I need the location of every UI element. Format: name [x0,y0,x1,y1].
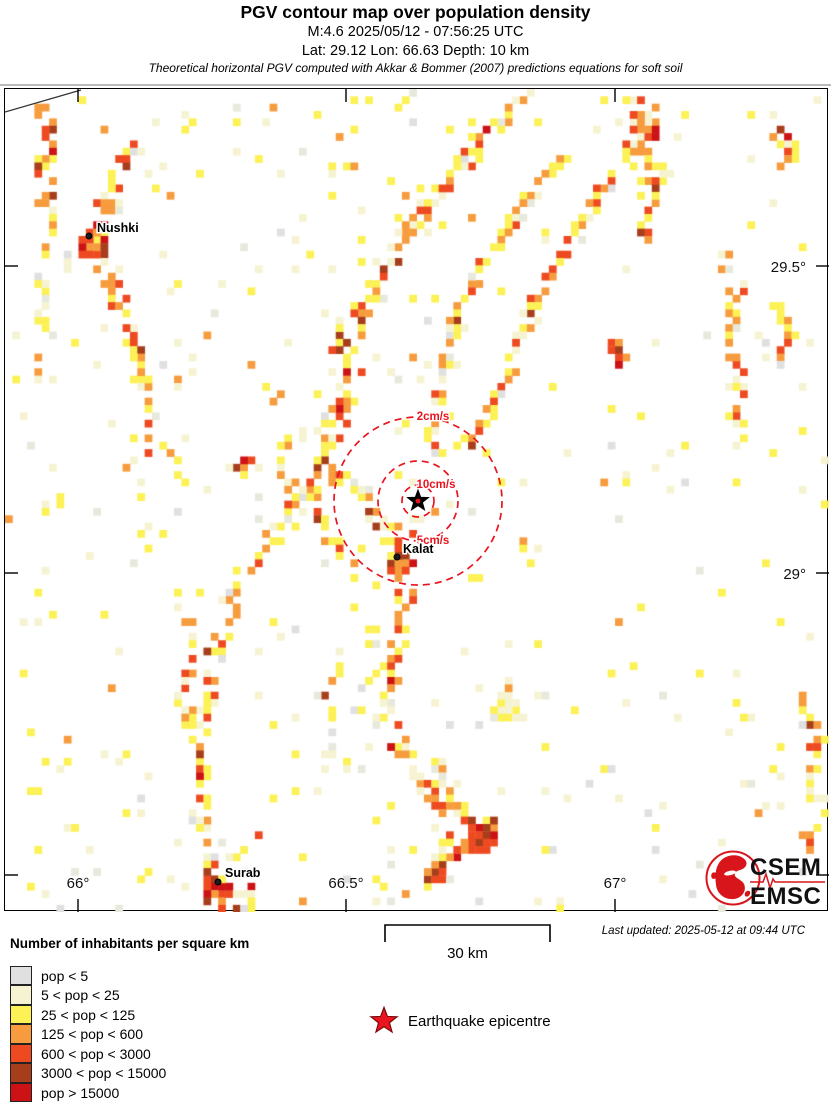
legend-swatch [10,1082,32,1102]
last-updated-text: Last updated: 2025-05-12 at 09:44 UTC [601,925,805,937]
legend-swatch [10,965,32,985]
event-magnitude-time: M:4.6 2025/05/12 - 07:56:25 UTC [307,24,524,41]
map-overlay: 29.5° 29° 66° 66.5° 67° 2cm/s 5cm/s 10cm… [5,89,829,912]
city-label-surab: Surab [225,866,261,880]
legend-label: 3000 < pop < 15000 [41,1065,167,1082]
legend-label: 600 < pop < 3000 [41,1045,151,1062]
contour-10cms-label: 10cm/s [416,479,455,491]
legend-label: 25 < pop < 125 [41,1006,136,1023]
contour-10cms-circle [401,484,435,518]
legend-swatch [10,1063,32,1083]
event-coordinates: Lat: 29.12 Lon: 66.63 Depth: 10 km [301,42,530,59]
lon-label-66: 66° [67,875,90,892]
legend-row: pop > 15000 [10,1082,166,1103]
legend-title: Number of inhabitants per square km [10,936,250,951]
lon-label-67: 67° [604,875,627,892]
country-border-line [5,89,82,113]
legend-swatch [10,1043,32,1063]
map-frame: 29.5° 29° 66° 66.5° 67° 2cm/s 5cm/s 10cm… [4,88,829,912]
header-divider [0,84,831,86]
legend-row: 125 < pop < 600 [10,1024,166,1045]
contour-5cms-label: 5cm/s [417,535,450,547]
lat-label-29: 29° [783,566,806,583]
logo-globe-icon [711,855,751,900]
epicentre-legend: Earthquake epicentre [368,1005,551,1037]
legend-swatch [10,1024,32,1044]
logo-text-csem: CSEM [750,854,821,881]
lon-label-66-5: 66.5° [328,875,363,892]
city-label-kalat: Kalat [403,542,434,556]
epicentre-star-icon [369,1005,399,1034]
city-markers: Nushki Kalat Surab [85,220,436,886]
contour-2cms-circle [333,416,503,586]
header: PGV contour map over population density … [0,2,831,76]
legend-row: 25 < pop < 125 [10,1004,166,1025]
pgv-method-note: Theoretical horizontal PGV computed with… [148,61,683,76]
legend-label: 125 < pop < 600 [41,1026,143,1043]
legend-row: 600 < pop < 3000 [10,1043,166,1064]
page-title: PGV contour map over population density [240,2,591,22]
lat-label-29-5: 29.5° [771,259,806,276]
epicentre-legend-label: Earthquake epicentre [408,1012,551,1030]
epicenter-star-icon [406,488,430,512]
logo-text-emsc: EMSC [750,883,821,909]
scale-bar-label: 30 km [447,945,488,962]
csem-emsc-logo: CSEM EMSC [705,850,825,909]
contour-5cms-circle [377,460,459,542]
legend-label: 5 < pop < 25 [41,987,120,1004]
legend-label: pop < 5 [41,967,89,984]
axis-ticks [5,89,829,912]
legend-swatch [10,985,32,1005]
logo-seismogram-icon [750,871,825,891]
population-legend: pop < 5 5 < pop < 25 25 < pop < 125 125 … [10,965,167,1103]
pgv-contours [333,416,503,586]
scale-bar [384,924,551,942]
city-label-nushki: Nushki [97,221,139,235]
legend-row: pop < 5 [10,965,166,986]
contour-2cms-label: 2cm/s [417,411,450,423]
legend-label: pop > 15000 [41,1084,120,1101]
legend-swatch [10,1004,32,1024]
legend-row: 5 < pop < 25 [10,985,166,1006]
legend-row: 3000 < pop < 15000 [10,1063,167,1084]
